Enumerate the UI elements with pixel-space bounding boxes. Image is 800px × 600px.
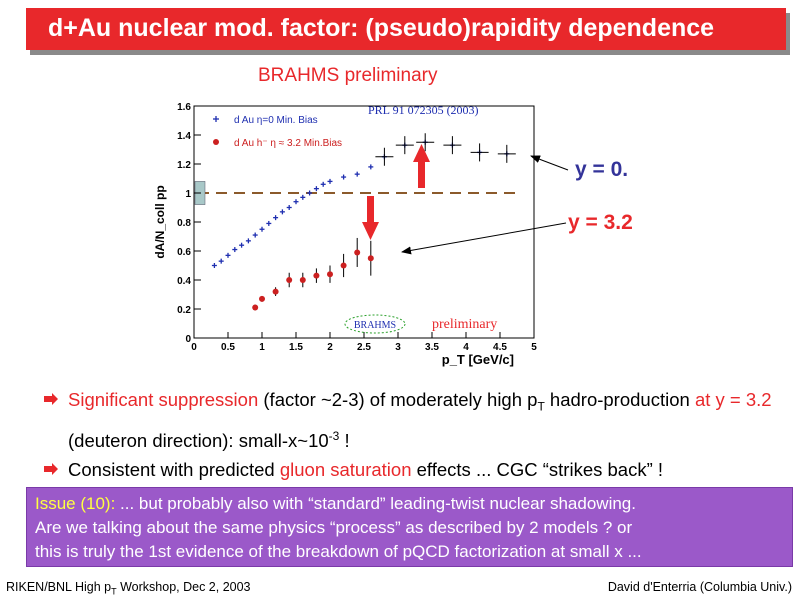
y-tick-label: 1.6 xyxy=(177,102,191,113)
eta32-point xyxy=(252,304,259,311)
x-tick-label: 3.5 xyxy=(425,342,439,353)
x-tick-label: 2.5 xyxy=(357,342,371,353)
eta0-point xyxy=(307,190,313,196)
eta32-point xyxy=(367,240,374,276)
y-tick-label: 0.2 xyxy=(177,305,191,316)
issue-text-2: Are we talking about the same physics “p… xyxy=(35,518,633,537)
x-axis-label: p_T [GeV/c] xyxy=(442,352,514,367)
bullet-1-text-a: (factor ~2-3) of moderately high p xyxy=(258,389,538,410)
eta0-point xyxy=(273,215,279,221)
footer-left: RIKEN/BNL High pT Workshop, Dec 2, 2003 xyxy=(6,580,251,597)
eta0-point xyxy=(252,232,258,238)
bullet-1-rapidity: at y = 3.2 xyxy=(694,389,772,410)
reference-annotation: PRL 91 072305 (2003) xyxy=(368,103,479,117)
eta0-point xyxy=(211,263,217,268)
slide-title: d+Au nuclear mod. factor: (pseudo)rapidi… xyxy=(48,14,715,42)
y-tick-label: 0.8 xyxy=(177,218,191,229)
y-axis-label: dA/N_coll pp xyxy=(153,185,167,258)
bullet-2-text-b: effects ... CGC “strikes back” ! xyxy=(411,458,664,480)
bullet-1-highlight: Significant suppression xyxy=(68,389,259,410)
eta0-point xyxy=(470,143,489,162)
eta0-point xyxy=(341,174,347,180)
eta0-point xyxy=(395,136,414,155)
x-tick-label: 5 xyxy=(531,342,537,353)
bullet-arrow-icon xyxy=(44,462,58,475)
bullet-1-text-c: (deuteron direction): small-x~10 xyxy=(68,429,329,451)
rda-chart: 0 0.5 1 1.5 2 2.5 3 3.5 4 4.5 5 0 0.2 0.4 0.6 0.8 1 1.2 1.… xyxy=(153,102,537,367)
eta32-point xyxy=(327,265,333,283)
bullet-2-highlight: gluon saturation xyxy=(279,458,412,480)
eta0-point xyxy=(354,171,360,177)
bullet-2-text-a: Consistent with predicted xyxy=(68,458,280,480)
eta32-point xyxy=(313,268,320,283)
eta32-point xyxy=(354,237,361,267)
x-tick-label: 3 xyxy=(395,342,401,353)
eta0-point xyxy=(279,209,285,215)
eta0-point xyxy=(286,205,292,210)
bullet-1-text-d: ! xyxy=(339,429,350,451)
eta0-point xyxy=(218,258,224,264)
y-tick-label: 1 xyxy=(185,189,191,200)
issue-box: Issue (10): ... but probably also with “… xyxy=(26,487,793,567)
eta0-point xyxy=(293,199,299,205)
eta0-point xyxy=(259,226,265,232)
bullet-1: Significant suppression (factor ~2-3) of… xyxy=(44,385,784,455)
footer-left-a: RIKEN/BNL High p xyxy=(6,580,112,594)
y-tick-label: 1.2 xyxy=(177,160,191,171)
eta0-point xyxy=(225,252,231,258)
eta0-point xyxy=(313,186,319,192)
footer-right: David d'Enterria (Columbia Univ.) xyxy=(607,580,792,594)
eta32-point xyxy=(259,295,265,302)
y-tick-label: 0.4 xyxy=(177,276,191,287)
label-y32: y = 3.2 xyxy=(568,211,633,234)
bullet-2: Consistent with predicted gluon saturati… xyxy=(44,455,784,484)
eta0-point xyxy=(443,136,462,155)
issue-line-1: Issue (10): ... but probably also with “… xyxy=(35,492,784,516)
eta0-point xyxy=(300,194,306,200)
eta0-point xyxy=(368,164,374,170)
issue-text-1: ... but probably also with “standard” le… xyxy=(115,494,636,513)
legend-eta0: d Au η=0 Min. Bias xyxy=(213,115,318,126)
y-tick-label: 0.6 xyxy=(177,247,191,258)
eta32-point xyxy=(340,253,347,278)
brahms-watermark: BRAHMS preliminary xyxy=(344,314,497,334)
eta0-point xyxy=(320,181,326,187)
bullet-list: Significant suppression (factor ~2-3) of… xyxy=(44,385,784,484)
eta0-point xyxy=(245,238,251,244)
bullet-1-sub: T xyxy=(537,399,545,414)
title-bar: d+Au nuclear mod. factor: (pseudo)rapidi… xyxy=(26,8,786,50)
eta0-point xyxy=(239,242,245,248)
x-tick-label: 0.5 xyxy=(221,342,235,353)
eta0-point xyxy=(232,247,238,253)
x-tick-label: 0 xyxy=(191,342,197,353)
watermark-text: preliminary xyxy=(432,317,497,332)
footer-left-b: Workshop, Dec 2, 2003 xyxy=(116,580,251,594)
x-tick-label: 2 xyxy=(327,342,333,353)
y-tick-label: 1.4 xyxy=(177,131,191,142)
bullet-1-text-b: hadro-production xyxy=(544,389,695,410)
x-tick-label: 1.5 xyxy=(289,342,303,353)
legend-eta32: d Au h⁻ η ≈ 3.2 Min.Bias xyxy=(213,138,342,149)
eta32-point xyxy=(286,272,293,288)
issue-label: Issue (10): xyxy=(35,494,116,513)
eta32-point xyxy=(299,272,306,288)
legend-eta32-label: d Au h⁻ η ≈ 3.2 Min.Bias xyxy=(234,138,342,149)
eta32-point xyxy=(272,287,279,296)
eta0-point xyxy=(497,144,516,163)
x-tick-label: 4.5 xyxy=(493,342,507,353)
footer-left-sub: T xyxy=(111,586,117,597)
issue-text-3: this is truly the 1st evidence of the br… xyxy=(35,542,642,561)
brahms-preliminary-label: BRAHMS preliminary xyxy=(258,65,438,86)
bullet-1-sup: -3 xyxy=(328,428,340,443)
legend-eta0-label: d Au η=0 Min. Bias xyxy=(234,115,318,126)
eta0-point xyxy=(327,178,333,184)
watermark-logo: BRAHMS xyxy=(354,320,396,331)
label-y0: y = 0. xyxy=(575,158,629,181)
y-tick-label: 0 xyxy=(185,334,191,345)
x-tick-label: 4 xyxy=(463,342,469,353)
eta0-point xyxy=(266,220,272,226)
eta0-point xyxy=(375,147,394,166)
bullet-arrow-icon xyxy=(44,393,58,405)
x-tick-label: 1 xyxy=(259,342,265,353)
